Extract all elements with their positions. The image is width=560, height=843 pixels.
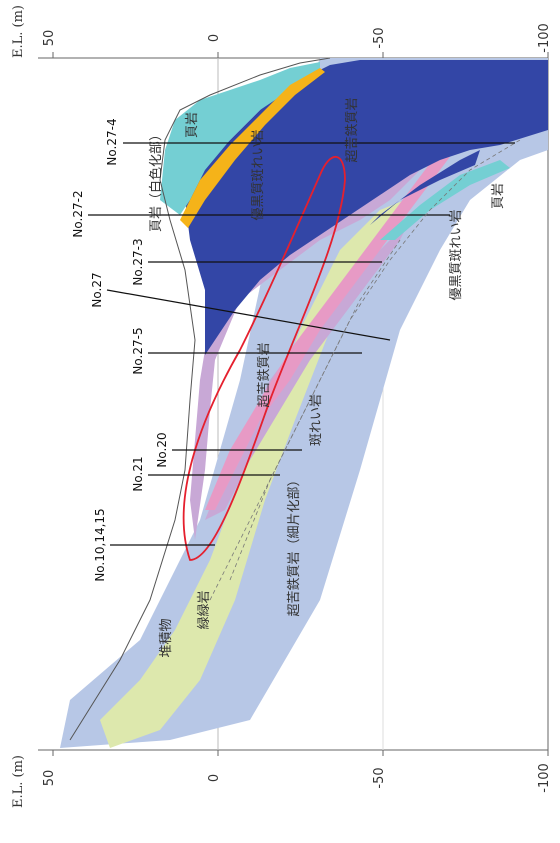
unit-label-kengan-2: 頁岩（白色化部） — [148, 128, 164, 232]
layer-orange — [180, 68, 325, 228]
unit-label-choukotetsu-1: 超苦鉄質岩 — [256, 342, 272, 407]
unit-label-hanreigan: 斑れい岩 — [309, 394, 324, 446]
axis-title-bottom: E.L. (m) — [11, 755, 26, 808]
tick-label-bottom-50: 50 — [42, 770, 57, 787]
unit-label-kengan-1: 頁岩 — [185, 112, 200, 138]
tick-label-bottom-0: 0 — [207, 774, 222, 782]
unit-label-sekisou: 堆積物 — [159, 618, 174, 657]
unit-label-choukotetsu-saihen: 超苦鉄質岩（細片化部） — [286, 473, 302, 616]
tick-label-bottom-m50: -50 — [372, 767, 387, 788]
borehole-label-10-14-15: No.10,14,15 — [93, 508, 107, 581]
tick-label-top-m50: -50 — [372, 27, 387, 48]
dashed-contacts — [209, 139, 521, 601]
tick-label-top-50: 50 — [42, 30, 57, 47]
ground-surface-line — [69, 57, 331, 741]
fault-zone-outline — [182, 156, 346, 561]
borehole-label-20: No.20 — [155, 432, 169, 467]
unit-label-ryokusekigan: 緑緑岩 — [197, 590, 212, 629]
borehole-label-27: No.27 — [90, 272, 104, 307]
borehole-lines — [88, 142, 515, 546]
unit-label-yuushoku-1: 優黒質斑れい岩 — [251, 129, 266, 220]
unit-label-gyougan: 頁岩 — [491, 183, 506, 209]
borehole-label-27-3: No.27-3 — [131, 238, 145, 285]
layer-dark-blue — [185, 60, 548, 355]
unit-label-choukotetsu-2: 超苦鉄質岩 — [344, 97, 360, 162]
borehole-label-27-4: No.27-4 — [105, 118, 119, 165]
borehole-label-27-2: No.27-2 — [71, 190, 85, 237]
layer-light-blue — [60, 58, 548, 748]
layer-pink — [205, 100, 480, 510]
tick-label-top-0: 0 — [207, 34, 222, 42]
tick-label-bottom-m100: -100 — [537, 763, 552, 793]
borehole-label-27-5: No.27-5 — [131, 327, 145, 374]
tick-label-top-m100: -100 — [537, 23, 552, 53]
unit-label-yuushoku-2: 優黒質斑れい岩 — [449, 209, 464, 300]
borehole-label-21: No.21 — [131, 456, 145, 491]
axis-title-top: E.L. (m) — [11, 5, 26, 58]
layer-light-green — [100, 200, 405, 748]
